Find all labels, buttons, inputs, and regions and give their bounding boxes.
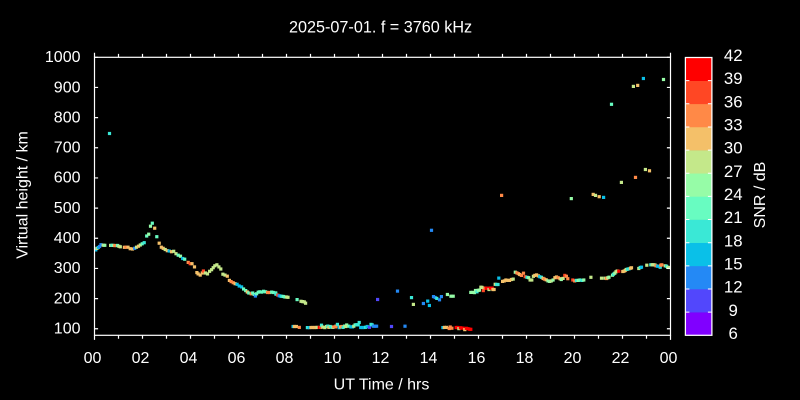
svg-text:20: 20	[564, 350, 582, 367]
svg-text:33: 33	[724, 116, 743, 135]
svg-text:300: 300	[54, 260, 81, 277]
svg-text:00: 00	[660, 350, 678, 367]
svg-text:27: 27	[724, 162, 743, 181]
svg-text:22: 22	[612, 350, 630, 367]
svg-text:18: 18	[724, 231, 743, 250]
svg-text:UT Time / hrs: UT Time / hrs	[334, 377, 430, 394]
svg-text:15: 15	[724, 255, 743, 274]
svg-text:500: 500	[54, 200, 81, 217]
svg-text:36: 36	[724, 92, 743, 111]
svg-text:Virtual height / km: Virtual height / km	[14, 131, 31, 259]
svg-text:04: 04	[180, 350, 198, 367]
svg-text:SNR / dB: SNR / dB	[752, 162, 769, 229]
svg-text:12: 12	[372, 350, 390, 367]
svg-text:700: 700	[54, 140, 81, 157]
svg-text:900: 900	[54, 79, 81, 96]
svg-text:2025-07-01. f = 3760 kHz: 2025-07-01. f = 3760 kHz	[289, 18, 472, 36]
svg-text:42: 42	[724, 46, 743, 65]
svg-text:08: 08	[276, 350, 294, 367]
svg-text:39: 39	[724, 69, 743, 88]
svg-text:06: 06	[228, 350, 246, 367]
svg-text:100: 100	[54, 321, 81, 338]
svg-text:18: 18	[516, 350, 534, 367]
svg-text:6: 6	[729, 324, 738, 343]
svg-text:9: 9	[729, 301, 738, 320]
svg-text:12: 12	[724, 278, 743, 297]
svg-text:00: 00	[84, 350, 102, 367]
svg-text:30: 30	[724, 139, 743, 158]
svg-text:200: 200	[54, 290, 81, 307]
svg-text:400: 400	[54, 230, 81, 247]
svg-text:24: 24	[724, 185, 743, 204]
svg-text:02: 02	[132, 350, 150, 367]
svg-text:21: 21	[724, 208, 743, 227]
svg-text:14: 14	[420, 350, 438, 367]
svg-text:800: 800	[54, 109, 81, 126]
svg-text:600: 600	[54, 170, 81, 187]
svg-text:10: 10	[324, 350, 342, 367]
svg-text:16: 16	[468, 350, 486, 367]
svg-text:1000: 1000	[45, 49, 81, 66]
